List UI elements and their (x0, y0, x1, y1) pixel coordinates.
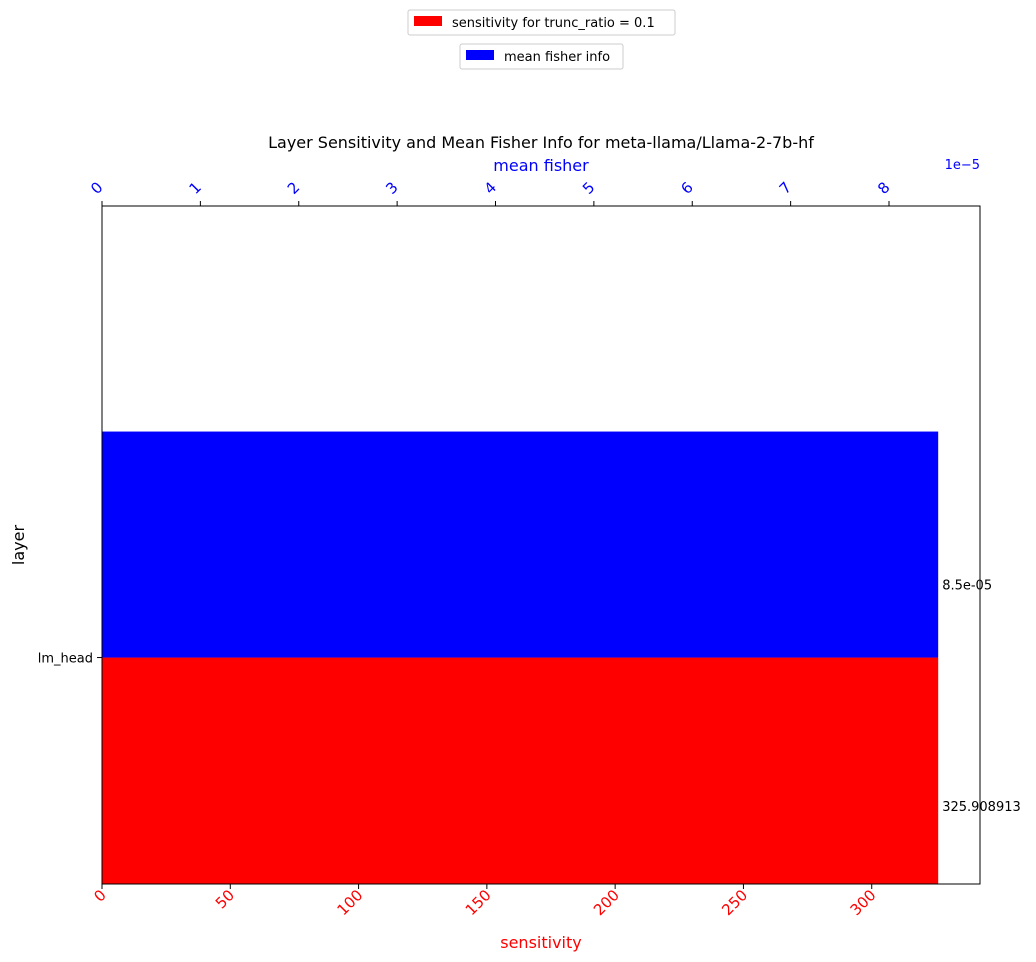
legend-swatch-sensitivity (414, 16, 442, 26)
bottom-tick-label: 150 (462, 886, 495, 919)
legend-sensitivity-box (407, 9, 676, 36)
top-tick-label: 0 (87, 178, 106, 197)
chart-title: Layer Sensitivity and Mean Fisher Info f… (268, 133, 814, 152)
data-label-sensitivity: 325.908913 (942, 800, 1021, 815)
bottom-axis-label: sensitivity (500, 933, 581, 952)
data-label-fisher: 8.5e-05 (942, 579, 992, 594)
bottom-tick-label: 0 (90, 886, 109, 905)
y-tick-label: lm_head (38, 652, 93, 667)
legend-label-sensitivity: sensitivity for trunc_ratio = 0.1 (452, 16, 655, 31)
top-tick-label: 5 (579, 178, 598, 197)
top-tick-label: 4 (481, 178, 500, 197)
bar-sensitivity-lm-head (102, 657, 939, 884)
legend-swatch-fisher (466, 50, 494, 60)
legend-sensitivity: sensitivity for trunc_ratio = 0.1 (407, 9, 676, 36)
plot-frame (101, 205, 981, 885)
top-tick-label: 3 (382, 178, 401, 197)
bottom-tick-label: 250 (718, 886, 751, 919)
legend-fisher: mean fisher info (459, 43, 624, 70)
y-axis-label: layer (9, 525, 28, 566)
y-axis: lm_head (38, 652, 102, 667)
top-tick-label: 1 (185, 178, 204, 197)
bottom-axis: 0 50 100 150 200 250 300 (90, 884, 880, 919)
top-tick-label: 2 (284, 178, 303, 197)
top-axis: 0 1 2 3 4 5 6 7 8 (87, 178, 894, 206)
legend-fisher-box (459, 43, 624, 70)
bottom-tick-label: 300 (847, 886, 880, 919)
top-tick-label: 7 (776, 178, 795, 197)
top-axis-multiplier: 1e−5 (945, 158, 980, 173)
bottom-tick-label: 100 (333, 886, 366, 919)
top-axis-label: mean fisher (493, 156, 589, 175)
bottom-tick-label: 50 (212, 886, 238, 912)
top-tick-label: 6 (677, 178, 696, 197)
top-tick-label: 8 (874, 178, 893, 197)
bottom-tick-label: 200 (590, 886, 623, 919)
bar-fisher-lm-head (102, 431, 939, 658)
legend-label-fisher: mean fisher info (504, 50, 610, 65)
